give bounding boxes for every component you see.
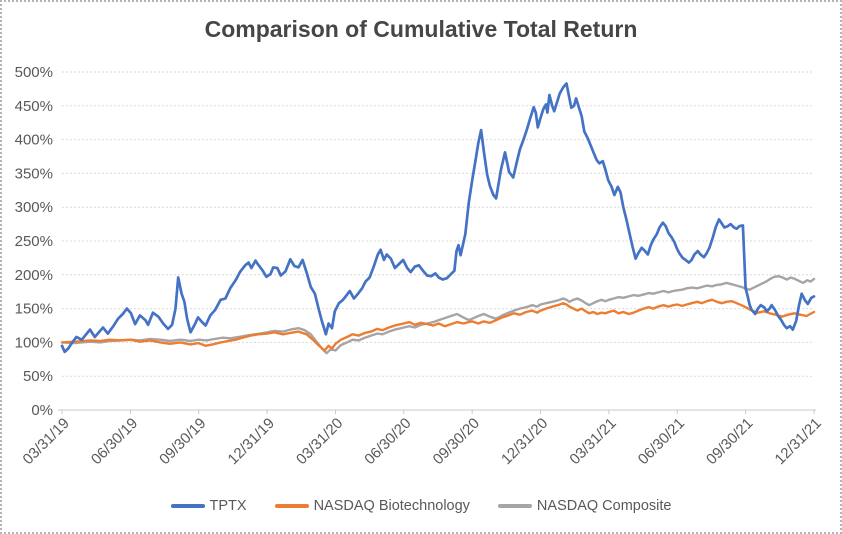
y-tick-label: 350% — [15, 165, 53, 182]
legend-swatch-nasdaq-composite-line-icon — [497, 504, 532, 508]
y-tick-label: 100% — [15, 334, 53, 351]
y-tick-label: 150% — [15, 301, 53, 318]
series-line-tptx — [60, 82, 816, 354]
y-tick-label: 200% — [15, 267, 53, 284]
legend-swatch-tptx-line-icon — [170, 504, 205, 508]
legend-item-tptx: TPTX — [170, 498, 247, 514]
x-tick-label: 06/30/21 — [635, 415, 688, 468]
legend-item-nasdaq-composite: NASDAQ Composite — [497, 498, 672, 514]
legend-label-nasdaq-composite: NASDAQ Composite — [536, 498, 672, 514]
y-tick-label: 250% — [15, 233, 53, 250]
x-tick-label: 06/30/20 — [361, 415, 414, 468]
legend-label-tptx: TPTX — [209, 498, 247, 514]
series-line-nasdaq-biotechnology — [60, 298, 816, 352]
legend-label-nasdaq-biotechnology: NASDAQ Biotechnology — [313, 498, 470, 514]
y-tick-label: 500% — [15, 64, 53, 81]
x-tick-label: 12/31/19 — [225, 415, 278, 468]
x-tick-label: 03/31/21 — [566, 415, 619, 468]
x-tick-label: 09/30/19 — [156, 415, 209, 468]
y-tick-label: 0% — [31, 402, 53, 419]
y-tick-label: 400% — [15, 132, 53, 149]
legend: TPTX NASDAQ Biotechnology NASDAQ Composi… — [2, 498, 840, 514]
legend-swatch-nasdaq-biotechnology-line-icon — [274, 504, 309, 508]
y-tick-label: 300% — [15, 199, 53, 216]
chart-title: Comparison of Cumulative Total Return — [204, 16, 638, 42]
x-tick-label: 06/30/19 — [88, 415, 141, 468]
legend-item-nasdaq-biotechnology: NASDAQ Biotechnology — [274, 498, 470, 514]
x-tick-label: 12/31/21 — [772, 415, 825, 468]
y-tick-label: 450% — [15, 98, 53, 115]
x-tick-label: 03/31/20 — [293, 415, 346, 468]
x-tick-label: 09/30/21 — [703, 415, 756, 468]
x-tick-label: 03/31/19 — [20, 415, 73, 468]
y-tick-label: 50% — [23, 368, 53, 385]
x-tick-label: 12/31/20 — [498, 415, 551, 468]
x-tick-label: 09/30/20 — [430, 415, 483, 468]
